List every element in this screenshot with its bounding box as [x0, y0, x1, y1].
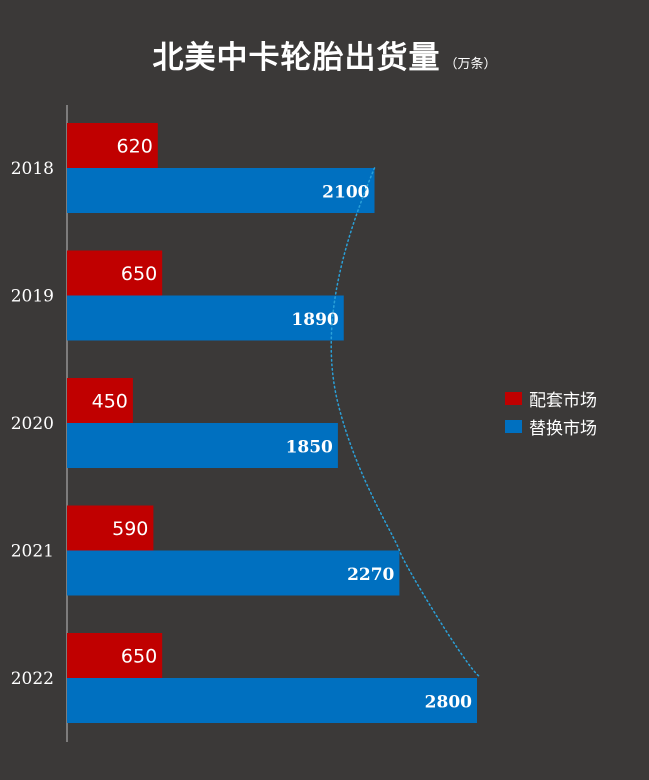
bar-replacement	[67, 168, 375, 213]
data-label-oem: 650	[121, 263, 157, 285]
bar-oem	[67, 505, 154, 551]
data-label-replacement: 2100	[322, 183, 369, 203]
bar-replacement	[67, 295, 344, 341]
bar-replacement	[67, 550, 400, 596]
legend-swatch-oem	[505, 391, 522, 405]
y-tick-label: 2019	[11, 287, 54, 307]
bar-oem	[67, 378, 133, 423]
y-tick-label: 2020	[11, 414, 54, 434]
bar-replacement	[67, 423, 338, 468]
legend-label-oem: 配套市场	[529, 390, 597, 411]
data-label-oem: 590	[112, 518, 148, 540]
data-label-replacement: 1890	[291, 310, 338, 330]
legend-item-replacement: 替换市场	[505, 412, 597, 440]
legend-swatch-replacement	[505, 419, 522, 433]
data-label-oem: 620	[117, 136, 153, 158]
y-tick-label: 2022	[11, 669, 54, 689]
y-tick-label: 2018	[11, 159, 54, 179]
legend: 配套市场 替换市场	[505, 384, 597, 440]
chart-title: 北美中卡轮胎出货量	[152, 40, 441, 76]
data-label-oem: 450	[92, 391, 128, 413]
trend-curve-annotation	[330, 167, 480, 677]
bar-oem	[67, 250, 163, 296]
data-label-oem: 650	[121, 646, 157, 668]
data-label-replacement: 2270	[347, 565, 394, 585]
legend-item-oem: 配套市场	[505, 384, 597, 412]
bar-oem	[67, 633, 163, 678]
bar-oem	[67, 123, 158, 168]
data-label-replacement: 2800	[425, 693, 472, 713]
data-label-replacement: 1850	[286, 438, 333, 458]
y-tick-label: 2021	[11, 542, 54, 562]
legend-label-replacement: 替换市场	[529, 418, 597, 439]
chart-title-block: 北美中卡轮胎出货量 （万条）	[0, 32, 649, 77]
bar-replacement	[67, 678, 477, 723]
chart-unit: （万条）	[444, 57, 497, 72]
